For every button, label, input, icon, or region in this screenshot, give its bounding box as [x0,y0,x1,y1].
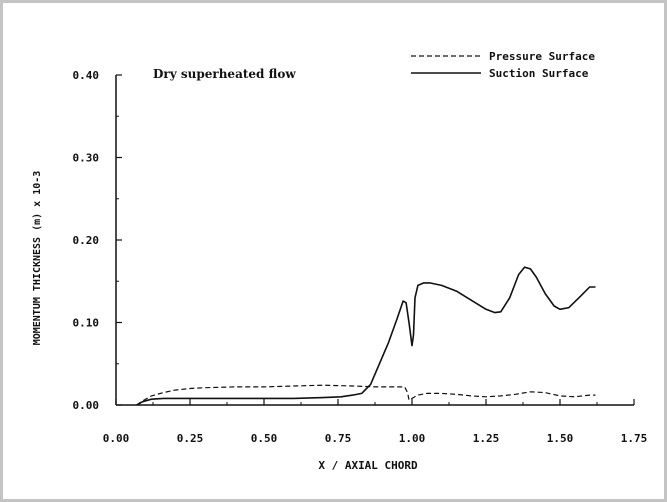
y-axis-label: MOMENTUM THICKNESS (m) x 10-3 [32,171,43,346]
pressure-surface-line [136,384,596,406]
axes: 0.00 0.25 0.50 0.75 1.00 1.25 1.50 1.75 0.00 0.10… [73,69,648,445]
x-tick-label: 1.25 [473,432,500,445]
labels: Dry superheated flow X / AXIAL CHORD MOM… [32,67,418,472]
y-tick-label: 0.00 [73,399,100,412]
suction-surface-line [136,266,596,406]
x-tick-label: 0.25 [177,432,204,445]
legend-label-pressure-surface: Pressure Surface [489,50,595,63]
y-tick-label: 0.30 [73,152,100,165]
x-tick-label: 0.50 [251,432,278,445]
legend: Pressure Surface Suction Surface [411,50,595,80]
y-tick-label: 0.10 [73,317,100,330]
y-tick-label: 0.20 [73,234,100,247]
y-tick-label: 0.40 [73,69,100,82]
chart-annotation: Dry superheated flow [153,67,296,81]
x-tick-label: 1.75 [621,432,648,445]
legend-label-suction-surface: Suction Surface [489,67,589,80]
x-tick-label: 0.75 [325,432,352,445]
x-tick-label: 1.50 [547,432,574,445]
x-tick-label: 1.00 [399,432,426,445]
series-layer [136,266,596,406]
momentum-thickness-chart: 0.00 0.25 0.50 0.75 1.00 1.25 1.50 1.75 0.00 0.10… [32,50,648,472]
x-tick-label: 0.00 [103,432,130,445]
x-axis-label: X / AXIAL CHORD [318,459,418,472]
